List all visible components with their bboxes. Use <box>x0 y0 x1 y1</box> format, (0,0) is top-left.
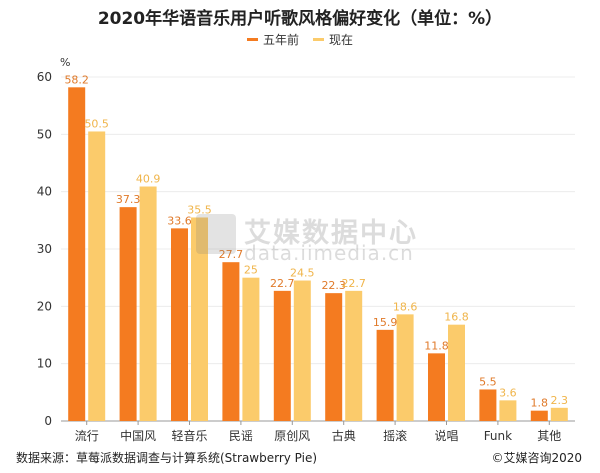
legend-item-now[interactable]: 现在 <box>313 31 353 48</box>
y-tick-label: 40 <box>37 185 52 199</box>
bar-now <box>550 407 568 421</box>
bar-five-years-ago <box>68 87 86 421</box>
legend-label-now: 现在 <box>329 33 354 47</box>
x-tick-label: 民谣 <box>229 429 253 443</box>
legend: 五年前 现在 <box>0 31 600 48</box>
x-tick-label: 摇滚 <box>383 428 407 443</box>
footer-source: 数据来源：草莓派数据调查与计算系统(Strawberry Pie) <box>16 451 318 465</box>
data-label: 15.9 <box>373 316 398 329</box>
data-label: 16.8 <box>444 311 469 324</box>
x-tick-label: 古典 <box>332 428 356 443</box>
x-tick-label: 流行 <box>75 429 99 443</box>
x-tick-label: 轻音乐 <box>171 428 207 443</box>
legend-swatch-five-years-ago <box>246 38 258 41</box>
y-tick-label: 60 <box>37 70 52 84</box>
legend-swatch-now <box>313 38 324 41</box>
bar-five-years-ago <box>119 207 137 421</box>
data-label: 1.8 <box>531 397 549 410</box>
y-tick-label: 20 <box>37 299 52 313</box>
data-label: 27.7 <box>219 248 244 261</box>
y-axis-unit: % <box>60 56 70 69</box>
x-tick-label: 中国风 <box>120 428 156 443</box>
data-label: 58.2 <box>64 73 89 86</box>
data-label: 3.6 <box>499 386 517 399</box>
data-label: 18.6 <box>393 300 418 313</box>
bar-now <box>499 400 517 421</box>
x-tick-label: 原创风 <box>274 429 310 443</box>
legend-label-five-years-ago: 五年前 <box>262 33 299 47</box>
bar-now <box>345 290 363 421</box>
data-label: 24.5 <box>290 267 315 280</box>
data-label: 5.5 <box>479 375 497 388</box>
y-tick-label: 30 <box>37 242 52 256</box>
y-tick-label: 10 <box>37 357 52 371</box>
x-tick-label: 其他 <box>537 429 561 443</box>
bar-now <box>139 186 157 421</box>
data-label: 22.3 <box>321 279 346 292</box>
bar-now <box>191 217 208 421</box>
footer-copyright: ©艾媒咨询2020 <box>491 451 582 465</box>
bar-now <box>448 324 465 421</box>
bar-now <box>88 131 106 421</box>
bar-five-years-ago <box>428 353 445 421</box>
data-label: 50.5 <box>84 117 109 130</box>
bar-five-years-ago <box>376 329 394 421</box>
bar-now <box>396 314 414 421</box>
bar-five-years-ago <box>530 410 548 421</box>
data-label: 22.7 <box>341 277 366 290</box>
data-label: 2.3 <box>551 394 569 407</box>
chart-title: 2020年华语音乐用户听歌风格偏好变化（单位：%） <box>97 9 503 29</box>
data-label: 11.8 <box>424 339 449 352</box>
bar-now <box>293 280 311 421</box>
data-label: 33.6 <box>167 214 192 227</box>
y-tick-label: 50 <box>37 127 52 141</box>
x-tick-label: 说唱 <box>434 428 458 443</box>
bar-five-years-ago <box>479 389 497 421</box>
bar-five-years-ago <box>171 228 188 421</box>
data-label: 37.3 <box>116 193 141 206</box>
data-label: 22.7 <box>270 277 295 290</box>
y-tick-label: 0 <box>44 414 52 428</box>
bar-five-years-ago <box>325 293 343 421</box>
bar-five-years-ago <box>222 262 240 421</box>
data-label: 35.5 <box>187 203 212 216</box>
data-label: 25 <box>244 264 258 277</box>
legend-item-five-years-ago[interactable]: 五年前 <box>246 31 299 48</box>
data-label: 40.9 <box>136 173 161 186</box>
x-tick-label: Funk <box>484 429 512 443</box>
bar-five-years-ago <box>273 290 291 421</box>
bar-now <box>242 277 260 421</box>
